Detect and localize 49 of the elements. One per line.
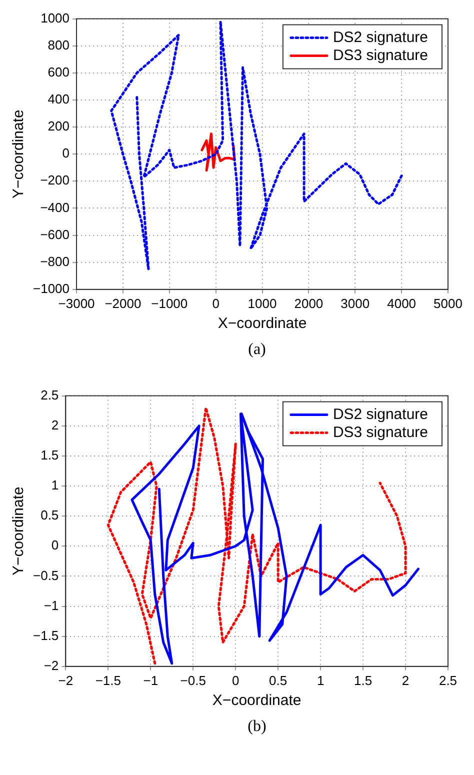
x-axis-title: X−coordinate — [212, 692, 302, 710]
x-tick-label: 0 — [212, 296, 220, 311]
y-tick-label: 0.5 — [40, 508, 59, 523]
x-tick-label: −0.5 — [180, 672, 206, 688]
x-axis-title: X−coordinate — [218, 315, 307, 332]
y-tick-label: −0.5 — [32, 568, 59, 583]
x-tick-label: 4000 — [387, 296, 416, 311]
y-tick-label: −1.5 — [32, 628, 59, 643]
y-tick-label: 1.5 — [40, 448, 59, 463]
text: (a) — [247, 341, 267, 359]
y-tick-label: −200 — [40, 172, 70, 188]
legend-label: DS3 signature — [332, 46, 428, 64]
x-tick-label: 2000 — [294, 296, 324, 311]
x-tick-label: 1.5 — [354, 672, 372, 688]
y-tick-label: 0 — [51, 538, 59, 553]
y-tick-label: 1000 — [40, 10, 70, 26]
y-tick-label: 2 — [51, 417, 59, 432]
x-tick-label: −3000 — [58, 296, 95, 311]
x-tick-label: −2000 — [104, 296, 142, 311]
y-tick-label: 800 — [48, 37, 70, 52]
y-tick-label: −800 — [40, 254, 70, 269]
legend-label: DS3 signature — [332, 424, 428, 441]
x-tick-label: 2 — [402, 672, 410, 688]
y-tick-label: −1 — [44, 598, 59, 613]
y-tick-label: 0 — [62, 146, 70, 161]
x-tick-label: −1.5 — [95, 672, 121, 688]
legend-label: DS2 signature — [332, 28, 428, 46]
x-tick-label: 2.5 — [438, 672, 458, 688]
x-tick-label: 0.5 — [269, 672, 288, 688]
y-tick-label: 200 — [48, 118, 70, 134]
y-tick-label: 1 — [51, 478, 59, 493]
x-tick-label: 0 — [232, 672, 240, 688]
y-tick-label: −1000 — [32, 280, 70, 296]
text: (b) — [246, 718, 268, 736]
y-tick-label: −2 — [44, 658, 59, 673]
y-axis-title: Y−coordinate — [10, 486, 28, 576]
x-tick-label: 1 — [316, 672, 324, 688]
y-tick-label: −600 — [40, 226, 70, 242]
x-tick-label: 1000 — [248, 296, 277, 311]
x-tick-label: −1 — [143, 672, 158, 688]
y-tick-label: 600 — [48, 64, 70, 80]
y-tick-label: 2.5 — [40, 387, 59, 402]
legend-label: DS2 signature — [332, 406, 428, 423]
y-axis-title: Y−coordinate — [10, 110, 28, 199]
x-tick-label: −1000 — [151, 296, 188, 311]
x-tick-label: 5000 — [434, 296, 462, 311]
y-tick-label: 400 — [48, 92, 70, 107]
y-tick-label: −400 — [40, 200, 70, 215]
x-tick-label: 3000 — [340, 296, 370, 311]
